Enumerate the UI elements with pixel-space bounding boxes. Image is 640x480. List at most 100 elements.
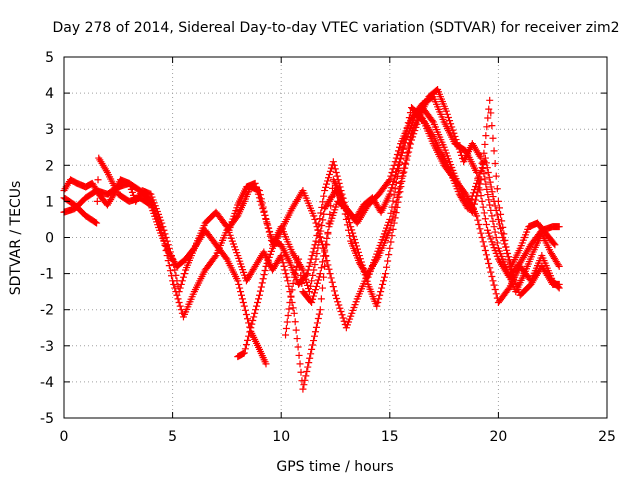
data-point (299, 385, 307, 393)
data-point (504, 285, 512, 293)
data-point (381, 270, 389, 278)
data-point (335, 301, 343, 309)
data-point (334, 176, 342, 184)
data-point (487, 268, 495, 276)
data-point (321, 246, 329, 254)
data-point (298, 280, 306, 288)
data-point (486, 96, 494, 104)
data-point (477, 167, 485, 175)
data-point (322, 183, 330, 191)
x-tick-label: 25 (598, 429, 616, 445)
data-point (159, 223, 167, 231)
data-point (317, 295, 325, 303)
data-point (400, 142, 408, 150)
data-point (555, 262, 563, 270)
data-point (428, 117, 436, 125)
data-point (338, 311, 346, 319)
data-point (483, 123, 491, 131)
data-point (356, 255, 364, 263)
data-point (385, 251, 393, 259)
data-point (321, 262, 329, 270)
data-point (314, 276, 322, 284)
data-point (350, 232, 358, 240)
data-point (265, 253, 273, 261)
data-point (284, 311, 292, 319)
data-point (337, 187, 345, 195)
data-point (249, 317, 257, 325)
data-point (482, 132, 490, 140)
data-point (354, 248, 362, 256)
data-point (239, 298, 247, 306)
data-point (494, 215, 502, 223)
data-point (252, 183, 260, 191)
data-point (173, 291, 181, 299)
data-point (284, 277, 292, 285)
data-point (492, 172, 500, 180)
y-tick-label: 0 (45, 231, 54, 247)
data-point (241, 345, 249, 353)
data-point (162, 234, 170, 241)
data-point (481, 140, 489, 148)
data-point (295, 351, 303, 359)
data-point (491, 159, 499, 167)
data-point (467, 195, 475, 203)
data-point (237, 291, 245, 299)
data-point (488, 212, 496, 220)
y-tick-label: 3 (45, 122, 54, 138)
data-point (491, 202, 499, 210)
data-point (394, 165, 402, 173)
data-point (311, 332, 319, 340)
data-point (222, 254, 230, 262)
data-point (324, 229, 332, 237)
data-point (495, 220, 503, 228)
data-point (481, 175, 489, 183)
data-point (474, 176, 482, 184)
data-point (320, 192, 328, 200)
data-point (401, 139, 409, 147)
data-point (465, 201, 473, 209)
data-point (352, 242, 360, 250)
x-tick-label: 0 (60, 429, 69, 445)
data-point (304, 363, 312, 371)
data-point (311, 289, 319, 297)
data-point (357, 258, 365, 266)
data-point (297, 271, 305, 279)
data-point (406, 134, 414, 142)
data-point (397, 179, 405, 187)
data-point (335, 179, 343, 187)
data-point (309, 248, 317, 256)
data-point (374, 298, 382, 306)
data-point (501, 240, 509, 248)
data-point (261, 267, 269, 275)
data-point (375, 295, 383, 303)
data-point (310, 212, 318, 220)
data-point (388, 217, 396, 225)
data-point (303, 270, 311, 278)
data-point (466, 198, 474, 206)
data-point (289, 280, 297, 288)
data-point (312, 323, 320, 331)
data-point (309, 295, 317, 303)
data-point (330, 287, 338, 295)
data-point (396, 155, 404, 163)
data-point (328, 278, 336, 286)
data-point (241, 306, 249, 314)
data-point (323, 180, 331, 188)
data-point (554, 261, 562, 269)
data-point (551, 241, 559, 249)
data-point (550, 240, 558, 248)
data-point (267, 231, 275, 239)
data-point (312, 219, 320, 227)
data-point (482, 159, 490, 167)
data-point (262, 215, 270, 223)
data-point (317, 209, 325, 217)
data-point (258, 279, 266, 287)
data-point (392, 171, 400, 179)
x-tick-label: 20 (489, 429, 507, 445)
data-point (244, 315, 252, 323)
data-point (266, 227, 274, 235)
data-point (259, 275, 267, 283)
data-point (323, 257, 331, 265)
data-point (285, 305, 293, 313)
data-point (311, 261, 319, 269)
